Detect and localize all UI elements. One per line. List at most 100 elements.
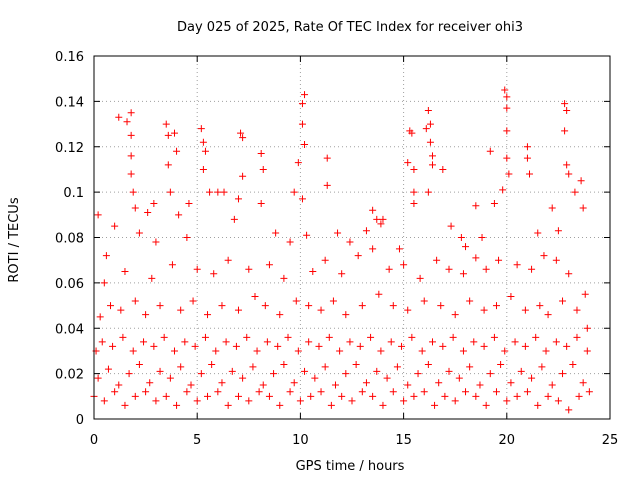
data-point	[495, 256, 503, 264]
data-point	[239, 134, 247, 142]
data-point	[499, 186, 507, 194]
data-point	[183, 234, 191, 241]
data-point	[389, 388, 397, 396]
data-point	[280, 361, 288, 369]
data-point	[422, 125, 430, 133]
data-point	[404, 381, 412, 389]
data-point	[177, 363, 185, 371]
data-point	[257, 199, 265, 207]
data-point	[321, 256, 329, 264]
data-point	[301, 140, 309, 148]
data-point	[426, 120, 434, 128]
data-point	[181, 338, 189, 346]
data-point	[331, 381, 339, 389]
data-point	[544, 392, 552, 400]
data-point	[150, 342, 158, 350]
data-point	[451, 311, 459, 319]
y-tick-label: 0.06	[55, 277, 84, 292]
data-point	[373, 215, 381, 223]
data-point	[117, 306, 125, 314]
data-point	[274, 342, 282, 350]
data-point	[528, 265, 536, 273]
data-point	[379, 215, 387, 223]
data-point	[257, 150, 265, 158]
data-point	[410, 392, 418, 400]
data-point	[98, 338, 106, 346]
data-point	[358, 302, 366, 310]
data-point	[375, 290, 383, 298]
data-point	[259, 381, 267, 389]
data-point	[451, 397, 459, 405]
data-point	[492, 302, 500, 310]
data-point	[276, 311, 284, 319]
data-point	[431, 401, 439, 409]
data-point	[218, 379, 226, 387]
data-point	[565, 170, 573, 178]
data-point	[492, 388, 500, 396]
data-point	[259, 165, 267, 173]
data-point	[501, 347, 509, 355]
data-point	[486, 147, 494, 155]
data-point	[408, 333, 416, 341]
data-point	[327, 401, 335, 409]
data-point	[439, 165, 447, 173]
y-tick-label: 0.02	[55, 368, 84, 383]
data-point	[447, 222, 455, 230]
data-point	[100, 397, 108, 405]
data-point	[146, 379, 154, 387]
data-point	[472, 202, 480, 210]
data-point	[270, 370, 278, 378]
data-point	[336, 347, 344, 355]
data-point	[418, 347, 426, 355]
data-point	[253, 347, 261, 355]
data-point	[507, 379, 515, 387]
data-point	[583, 347, 591, 355]
data-point	[528, 374, 536, 382]
data-point	[104, 365, 112, 373]
data-point	[125, 370, 133, 378]
data-point	[317, 306, 325, 314]
data-point	[272, 229, 280, 237]
data-point	[131, 204, 139, 212]
data-point	[534, 401, 542, 409]
data-point	[482, 401, 490, 409]
data-point	[127, 109, 135, 117]
data-point	[170, 129, 178, 137]
data-point	[127, 152, 135, 160]
data-point	[445, 265, 453, 273]
data-point	[218, 302, 226, 310]
data-point	[224, 401, 232, 409]
data-point	[346, 338, 354, 346]
data-point	[305, 302, 313, 310]
data-point	[321, 363, 329, 371]
x-tick-labels: 0 5 10 15 20 25	[90, 433, 618, 448]
y-tick-label: 0.1	[63, 186, 84, 201]
data-point	[338, 392, 346, 400]
data-point	[210, 270, 218, 278]
data-point	[400, 261, 408, 269]
data-point	[150, 199, 158, 207]
data-point	[552, 256, 560, 264]
data-point	[577, 177, 585, 185]
data-point	[540, 252, 548, 260]
data-point	[224, 256, 232, 264]
data-point	[579, 379, 587, 387]
data-point	[538, 363, 546, 371]
data-point	[449, 333, 457, 341]
data-point	[148, 274, 156, 282]
data-point	[298, 195, 306, 203]
data-point	[142, 311, 150, 319]
data-point	[183, 388, 191, 396]
data-point	[173, 401, 181, 409]
data-point	[204, 392, 212, 400]
data-point	[177, 306, 185, 314]
data-point	[325, 333, 333, 341]
data-point	[459, 347, 467, 355]
data-point	[559, 370, 567, 378]
data-point	[189, 297, 197, 305]
data-point	[544, 311, 552, 319]
data-point	[199, 165, 207, 173]
x-tick-label: 15	[395, 433, 412, 448]
data-point	[131, 392, 139, 400]
data-point	[445, 367, 453, 375]
